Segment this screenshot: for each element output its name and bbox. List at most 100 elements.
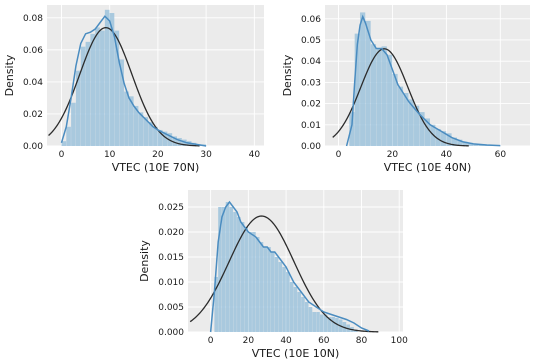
histogram-bar bbox=[467, 142, 474, 146]
kde-line bbox=[345, 14, 501, 147]
histogram-bar bbox=[229, 207, 234, 332]
histogram-bar bbox=[397, 86, 404, 146]
histogram-bar bbox=[304, 302, 309, 332]
histogram-bar bbox=[221, 207, 226, 332]
normal-fit-line bbox=[189, 215, 379, 333]
histogram-bar bbox=[172, 136, 177, 146]
histogram-bar bbox=[349, 112, 355, 146]
histogram-bar bbox=[286, 272, 290, 332]
y-tick-label: 0.06 bbox=[301, 15, 321, 25]
histogram-bar bbox=[162, 131, 168, 146]
chart-panel-2: 0 20 40 60 0.00 0.01 0.02 0.03 0.04 0.05 0.06 VTEC … bbox=[281, 5, 530, 174]
histogram-bar bbox=[248, 232, 252, 332]
x-tick-label: 0 bbox=[59, 150, 65, 160]
histogram-bar bbox=[148, 121, 153, 146]
histogram-bar bbox=[244, 227, 249, 332]
x-tick-label: 40 bbox=[441, 150, 453, 160]
x-tick-label: 60 bbox=[318, 336, 330, 346]
histogram-bar bbox=[320, 314, 324, 332]
histogram-bar bbox=[109, 13, 115, 146]
normal-fit-line bbox=[48, 26, 200, 147]
histogram-bar bbox=[143, 117, 149, 146]
histogram-bar bbox=[270, 252, 275, 332]
histogram-bar bbox=[331, 317, 335, 332]
x-tick-label: 0 bbox=[336, 150, 342, 160]
histogram-bar bbox=[100, 30, 105, 146]
histogram-bar bbox=[327, 317, 332, 332]
y-tick-label: 0.000 bbox=[158, 328, 184, 338]
histogram-bar bbox=[335, 318, 339, 332]
histogram-bar bbox=[473, 143, 479, 146]
histogram-bar bbox=[360, 12, 366, 147]
histogram-bar bbox=[312, 312, 317, 332]
x-tick-label: 10 bbox=[104, 150, 116, 160]
histogram-bar bbox=[233, 212, 237, 332]
histogram-bar bbox=[457, 139, 463, 146]
chart-panel-3: 0 20 40 60 80 100 0.000 0.005 0.010 0.015 0.020 0.0… bbox=[138, 190, 408, 360]
y-axis-label: Density bbox=[138, 240, 151, 282]
x-tick-label: 30 bbox=[200, 150, 212, 160]
x-tick-label: 40 bbox=[280, 336, 292, 346]
y-tick-label: 0.01 bbox=[301, 121, 321, 131]
histogram-bar bbox=[66, 126, 71, 146]
histogram-bar bbox=[381, 46, 387, 146]
x-tick-label: 20 bbox=[152, 150, 164, 160]
histogram-bar bbox=[430, 124, 436, 146]
y-tick-label: 0.08 bbox=[23, 14, 43, 24]
x-tick-label: 0 bbox=[208, 336, 214, 346]
kde-line bbox=[209, 200, 370, 333]
histogram-bar bbox=[274, 257, 279, 332]
histogram-bar bbox=[252, 232, 256, 332]
histogram-bar bbox=[354, 33, 360, 146]
y-tick-label: 0.04 bbox=[301, 57, 321, 67]
normal-fit-line bbox=[332, 48, 469, 147]
histogram-bar bbox=[278, 262, 283, 332]
histogram-bar bbox=[365, 20, 371, 147]
x-tick-label: 20 bbox=[387, 150, 399, 160]
histogram-bar bbox=[95, 27, 100, 147]
histogram-bar bbox=[408, 99, 414, 146]
histogram-bar bbox=[301, 297, 305, 332]
y-axis-label: Density bbox=[3, 54, 16, 96]
y-tick-label: 0.025 bbox=[158, 203, 184, 213]
histogram-bar bbox=[218, 207, 222, 332]
histogram-bar bbox=[71, 102, 76, 146]
histogram-bar bbox=[435, 129, 441, 146]
histogram-bar bbox=[90, 33, 96, 146]
histogram-bar bbox=[440, 131, 447, 146]
histogram-bar bbox=[128, 96, 134, 146]
histogram-bar bbox=[282, 267, 286, 332]
histogram-bar bbox=[293, 287, 298, 332]
histogram-bar bbox=[225, 202, 230, 332]
y-tick-label: 0.06 bbox=[23, 46, 43, 56]
x-tick-label: 80 bbox=[356, 336, 368, 346]
histogram-bar bbox=[446, 133, 452, 146]
y-tick-label: 0.015 bbox=[158, 253, 184, 263]
histogram-bar bbox=[75, 70, 81, 146]
histogram-bar bbox=[85, 41, 91, 146]
histogram-bar bbox=[138, 112, 144, 146]
histogram-bar bbox=[451, 137, 457, 146]
histogram-bar bbox=[61, 141, 67, 146]
histogram-bar bbox=[104, 9, 110, 146]
histogram-bar bbox=[297, 292, 301, 332]
x-axis-label: VTEC (10E 40N) bbox=[384, 161, 472, 174]
x-tick-label: 20 bbox=[243, 336, 255, 346]
x-tick-label: 100 bbox=[391, 336, 408, 346]
histogram-bar bbox=[376, 48, 382, 146]
y-tick-label: 0.02 bbox=[301, 100, 321, 110]
y-tick-label: 0.04 bbox=[23, 78, 43, 88]
histogram-bar bbox=[462, 141, 468, 146]
histogram-bar bbox=[267, 247, 271, 332]
chart-panel-1: 0 10 20 30 40 0.00 0.02 0.04 0.06 0.08 VTEC (10E 7… bbox=[3, 5, 264, 174]
histogram-bar bbox=[80, 46, 86, 147]
histogram-bar bbox=[182, 139, 187, 146]
histogram-bar bbox=[263, 247, 268, 332]
y-tick-label: 0.03 bbox=[301, 78, 321, 88]
y-tick-label: 0.02 bbox=[23, 110, 43, 120]
histogram-bar bbox=[133, 105, 139, 146]
histogram-bar bbox=[119, 59, 124, 146]
kde-line bbox=[60, 15, 207, 147]
histogram-bar bbox=[370, 44, 377, 146]
